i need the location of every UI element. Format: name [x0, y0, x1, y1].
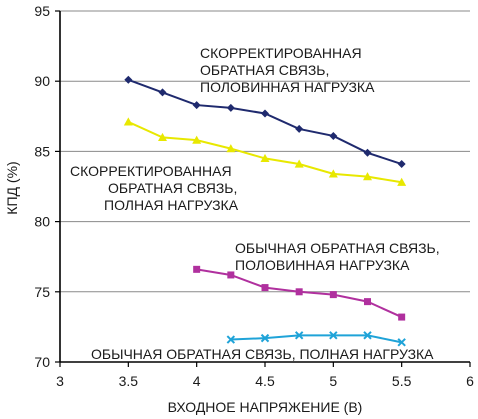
data-point: [398, 313, 406, 321]
data-point: [397, 177, 407, 186]
data-point: [124, 75, 133, 84]
series-label-line: ПОЛОВИННАЯ НАГРУЗКА: [235, 257, 410, 273]
series-label-3: ОБЫЧНАЯ ОБРАТНАЯ СВЯЗЬ, ПОЛОВИННАЯ НАГРУЗ…: [235, 240, 440, 273]
data-point: [295, 288, 303, 296]
data-point: [260, 153, 270, 163]
data-point: [329, 331, 338, 340]
data-point: [363, 148, 372, 157]
series-label-line: ОБРАТНАЯ СВЯЗЬ,: [108, 180, 237, 196]
data-point: [261, 109, 269, 118]
data-point: [192, 135, 202, 144]
data-point: [329, 131, 338, 140]
data-point: [397, 338, 406, 347]
series-label-line: ОБЫЧНАЯ ОБРАТНАЯ СВЯЗЬ,: [235, 240, 440, 256]
series-4: [226, 331, 406, 347]
series-label-4: ОБЫЧНАЯ ОБРАТНАЯ СВЯЗЬ, ПОЛНАЯ НАГРУЗКА: [91, 346, 434, 362]
series-label-line: СКОРРЕКТИРОВАННАЯ: [70, 163, 232, 179]
data-point: [261, 284, 269, 292]
data-point: [226, 144, 236, 153]
data-point: [329, 291, 337, 299]
data-point: [364, 298, 371, 306]
data-point-stroke: [226, 335, 236, 344]
data-point: [226, 103, 235, 112]
data-point: [294, 159, 304, 168]
x-tick-label: 3: [56, 373, 64, 389]
data-point: [363, 172, 372, 181]
series-3: [193, 265, 406, 321]
x-tick-label: 3.5: [119, 373, 139, 389]
data-point: [227, 271, 235, 279]
series-annotations: СКОРРЕКТИРОВАННАЯ ОБРАТНАЯ СВЯЗЬ, ПОЛОВИНН…: [70, 45, 440, 362]
x-axis-label: ВХОДНОЕ НАПРЯЖЕНИЕ (В): [168, 399, 363, 415]
series-1: [124, 75, 406, 169]
series-label-line: ПОЛНАЯ НАГРУЗКА: [104, 197, 239, 213]
data-point-stroke: [294, 331, 304, 340]
y-tick-label: 85: [34, 143, 50, 159]
y-axis-label: КПД (%): [4, 161, 20, 214]
data-point: [295, 124, 304, 133]
x-tick-label: 4.5: [255, 373, 275, 389]
data-point: [260, 333, 270, 343]
series-2: [123, 117, 407, 186]
data-point: [193, 265, 201, 273]
data-point: [294, 331, 304, 340]
data-point: [123, 117, 133, 126]
data-point: [397, 160, 406, 169]
y-tick-label: 95: [34, 3, 50, 19]
data-point: [158, 88, 167, 97]
data-point-stroke: [329, 331, 338, 340]
series-label-2: СКОРРЕКТИРОВАННАЯ ОБРАТНАЯ СВЯЗЬ, ПОЛНАЯ Н…: [70, 163, 239, 213]
x-tick-label: 5: [329, 373, 337, 389]
series-label-line: ПОЛОВИННАЯ НАГРУЗКА: [200, 79, 375, 95]
x-tick-label: 4: [193, 373, 201, 389]
axes: 70 75 80 85 90 95 3 3.5 4 4.5 5 5.5 6: [34, 3, 474, 389]
y-tick-label: 80: [34, 214, 50, 230]
series-label-1: СКОРРЕКТИРОВАННАЯ ОБРАТНАЯ СВЯЗЬ, ПОЛОВИНН…: [200, 45, 375, 95]
series-layer: [123, 75, 407, 347]
y-tick-label: 70: [34, 354, 50, 370]
data-point: [158, 132, 167, 141]
series-line: [230, 334, 402, 344]
y-tick-label: 90: [34, 73, 50, 89]
data-point: [226, 335, 236, 344]
data-point: [363, 331, 372, 340]
x-tick-label: 6: [466, 373, 474, 389]
series-label-line: ОБЫЧНАЯ ОБРАТНАЯ СВЯЗЬ, ПОЛНАЯ НАГРУЗКА: [91, 346, 434, 362]
data-point-stroke: [363, 331, 372, 340]
series-label-line: ОБРАТНАЯ СВЯЗЬ,: [200, 62, 329, 78]
data-point: [192, 101, 201, 110]
y-tick-label: 75: [34, 284, 50, 300]
x-tick-label: 5.5: [392, 373, 412, 389]
data-point-stroke: [260, 333, 270, 343]
series-label-line: СКОРРЕКТИРОВАННАЯ: [200, 45, 362, 61]
data-point-stroke: [397, 338, 406, 347]
data-point: [328, 169, 338, 178]
